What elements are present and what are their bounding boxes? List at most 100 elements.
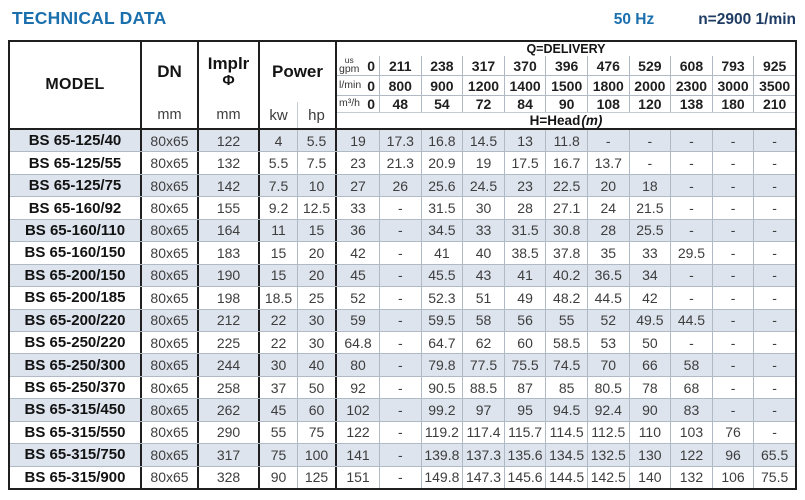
impeller-cell: 132 xyxy=(199,152,260,174)
head-cell: - xyxy=(380,264,422,287)
dn-unit-label: mm xyxy=(157,107,182,123)
dn-cell: 80x65 xyxy=(142,444,199,466)
head-cell: 21.5 xyxy=(630,197,672,219)
delivery-value-cell: 3500 xyxy=(759,77,791,94)
head-cell: - xyxy=(380,421,422,444)
power-kw-cell: 75 xyxy=(260,444,298,466)
head-cell: 97 xyxy=(463,399,505,421)
head-cell: - xyxy=(630,152,672,174)
speed-label: n=2900 1/min xyxy=(698,11,796,28)
head-cell: 132 xyxy=(671,466,713,488)
power-column-header: Power kw hp xyxy=(260,42,337,128)
head-cell: 13 xyxy=(505,130,547,152)
head-cell: - xyxy=(671,152,713,174)
head-cell: 49 xyxy=(505,287,547,309)
head-cell: 145.6 xyxy=(505,466,547,488)
table-row: BS 65-125/55 80x65 132 5.5 7.5 23 21.3 20.9 19 17… xyxy=(10,151,795,174)
head-cell: 87 xyxy=(505,376,547,399)
power-hp-cell: 20 xyxy=(298,242,337,264)
head-cell: 16.8 xyxy=(422,130,464,152)
head-cell: 112.5 xyxy=(588,421,630,444)
head-cell: 41 xyxy=(422,242,464,264)
head-cell: 35 xyxy=(588,242,630,264)
power-kw-cell: 15 xyxy=(260,242,298,264)
delivery-value-cell: 54 xyxy=(422,96,464,112)
head-cell: 28 xyxy=(588,219,630,242)
head-cell: 18 xyxy=(630,174,672,197)
delivery-value-cell: 529 xyxy=(630,56,672,75)
delivery-value-cell: 138 xyxy=(671,96,713,112)
delivery-unit-label: us gpm xyxy=(339,56,359,74)
head-cell: - xyxy=(772,379,777,396)
head-cell: 23 xyxy=(337,152,380,174)
head-cell: 50 xyxy=(630,331,672,354)
head-cell: 38.5 xyxy=(505,242,547,264)
power-kw-cell: 7.5 xyxy=(260,174,298,197)
model-cell: BS 65-160/150 xyxy=(10,242,142,264)
power-kw-cell: 90 xyxy=(260,466,298,488)
head-cell: 33 xyxy=(630,242,672,264)
model-cell: BS 65-315/900 xyxy=(10,466,142,488)
head-cell: 55 xyxy=(546,309,588,331)
head-title: H=Head xyxy=(529,113,581,128)
dn-cell: 80x65 xyxy=(142,354,199,376)
head-cell: 103 xyxy=(671,421,713,444)
table-body: BS 65-125/40 80x65 122 4 5.5 19 17.3 16.8 14.5 13… xyxy=(10,130,795,488)
power-kw-cell: 4 xyxy=(260,130,298,152)
model-cell: BS 65-125/75 xyxy=(10,174,142,197)
head-cell: 140 xyxy=(630,466,672,488)
table-row: BS 65-200/220 80x65 212 22 30 59-59.5 58 56 55 52… xyxy=(10,308,795,331)
dn-cell: 80x65 xyxy=(142,466,199,488)
head-cell: 17.3 xyxy=(380,130,422,152)
head-cell: 22.5 xyxy=(546,174,588,197)
power-kw-cell: 30 xyxy=(260,354,298,376)
power-hp-cell: 15 xyxy=(298,219,337,242)
head-cell: - xyxy=(380,242,422,264)
head-cell: - xyxy=(772,244,777,261)
model-cell: BS 65-315/750 xyxy=(10,444,142,466)
power-hp-cell: 7.5 xyxy=(298,152,337,174)
head-cell: 106 xyxy=(713,466,755,488)
head-cell: - xyxy=(671,264,713,287)
impeller-cell: 122 xyxy=(199,130,260,152)
head-cell: 17.5 xyxy=(505,152,547,174)
power-kw-cell: 5.5 xyxy=(260,152,298,174)
head-cell: 122 xyxy=(671,444,713,466)
head-cell: 99.2 xyxy=(422,399,464,421)
head-cell: - xyxy=(380,354,422,376)
head-cell: - xyxy=(713,354,755,376)
head-cell: - xyxy=(380,219,422,242)
model-cell: BS 65-315/550 xyxy=(10,421,142,444)
head-cell: 141 xyxy=(337,444,380,466)
dn-cell: 80x65 xyxy=(142,287,199,309)
head-cell: - xyxy=(713,174,755,197)
head-cell: 21.3 xyxy=(380,152,422,174)
power-kw-unit-label: kw xyxy=(260,102,298,128)
head-cell: 48.2 xyxy=(546,287,588,309)
head-cell: - xyxy=(671,174,713,197)
head-cell: 75.5 xyxy=(505,354,547,376)
head-cell: 19 xyxy=(337,130,380,152)
head-cell: 52.3 xyxy=(422,287,464,309)
head-cell: 102 xyxy=(337,399,380,421)
head-cell: 115.7 xyxy=(505,421,547,444)
head-cell: - xyxy=(772,334,777,351)
dn-cell: 80x65 xyxy=(142,399,199,421)
table-row: BS 65-160/150 80x65 183 15 20 42-41 40 38.5 37.8… xyxy=(10,241,795,264)
impeller-cell: 190 xyxy=(199,264,260,287)
head-cell: - xyxy=(380,197,422,219)
dn-cell: 80x65 xyxy=(142,376,199,399)
power-hp-cell: 30 xyxy=(298,331,337,354)
table-row: BS 65-200/150 80x65 190 15 20 45-45.5 43 41 40.2… xyxy=(10,263,795,287)
head-cell: 134.5 xyxy=(546,444,588,466)
head-cell: 144.5 xyxy=(546,466,588,488)
head-cell: - xyxy=(772,222,777,239)
head-cell: 45.5 xyxy=(422,264,464,287)
head-cell: 65.5 xyxy=(761,446,789,463)
dn-cell: 80x65 xyxy=(142,331,199,354)
head-cell: - xyxy=(772,200,777,217)
delivery-unit-cell: l/min 0 xyxy=(337,76,380,95)
head-cell: 23 xyxy=(505,174,547,197)
power-hp-cell: 10 xyxy=(298,174,337,197)
table-row: BS 65-315/450 80x65 262 45 60 102-99.2 97 95 94.… xyxy=(10,398,795,421)
